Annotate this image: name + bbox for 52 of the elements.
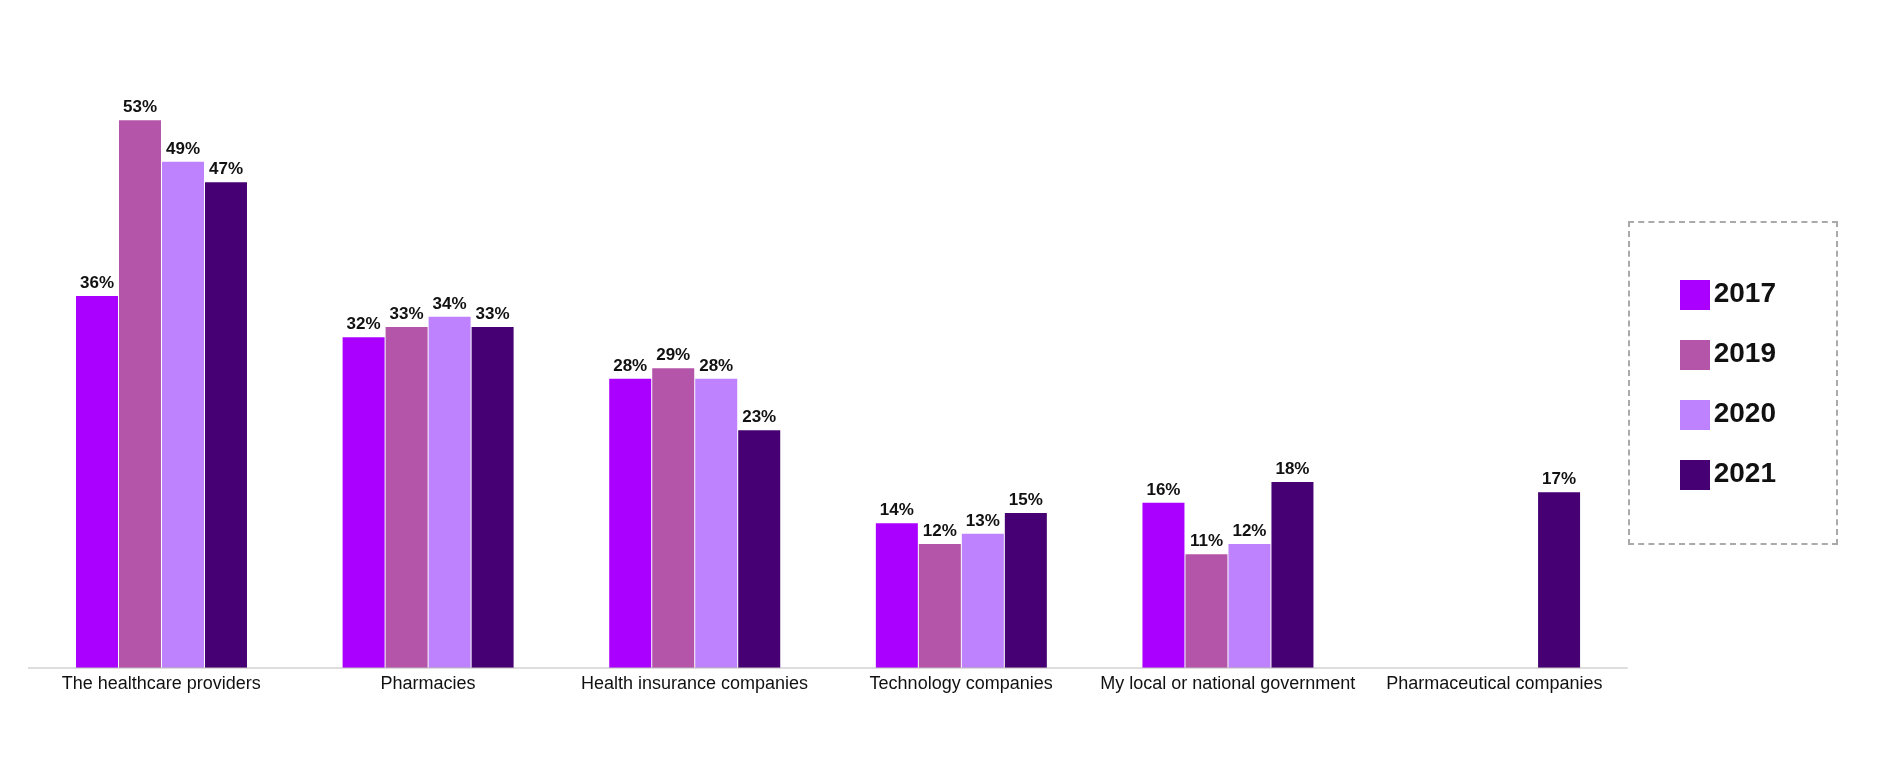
x-tick-label: Pharmaceutical companies bbox=[1386, 672, 1603, 693]
data-label: 17% bbox=[1542, 469, 1577, 489]
bar bbox=[1185, 554, 1228, 668]
data-label: 36% bbox=[79, 273, 115, 292]
data-label: 29% bbox=[656, 345, 691, 365]
x-tick-label: Pharmacies bbox=[380, 672, 476, 693]
x-tick-label: My local or national government bbox=[1100, 672, 1356, 693]
bar bbox=[875, 523, 918, 668]
x-tick-label: The healthcare providers bbox=[61, 672, 261, 693]
data-label: 34% bbox=[432, 293, 467, 313]
data-label: 16% bbox=[1146, 479, 1181, 499]
bar bbox=[471, 327, 514, 668]
legend-label: 2021 bbox=[1713, 457, 1776, 488]
x-tick-label: Health insurance companies bbox=[580, 672, 809, 693]
bar bbox=[652, 368, 695, 668]
data-label: 53% bbox=[122, 97, 158, 117]
bar bbox=[75, 296, 118, 668]
data-label: 12% bbox=[922, 521, 957, 540]
bar bbox=[118, 120, 161, 668]
bar bbox=[1538, 492, 1581, 668]
bar bbox=[342, 337, 385, 668]
data-label: 28% bbox=[699, 355, 734, 375]
bar bbox=[695, 378, 738, 668]
bar bbox=[918, 544, 961, 668]
bar bbox=[961, 533, 1004, 668]
bar bbox=[1271, 482, 1314, 668]
legend-label: 2017 bbox=[1713, 277, 1776, 308]
data-label: 47% bbox=[208, 159, 244, 179]
x-tick-label: Technology companies bbox=[869, 672, 1053, 693]
bar bbox=[161, 161, 204, 668]
legend-label: 2019 bbox=[1713, 337, 1776, 368]
data-label: 32% bbox=[346, 314, 381, 334]
bar bbox=[738, 430, 781, 668]
data-label: 49% bbox=[165, 138, 201, 158]
legend-label: 2020 bbox=[1713, 397, 1776, 428]
bar bbox=[204, 182, 247, 668]
data-label: 33% bbox=[475, 304, 510, 323]
bar bbox=[1142, 502, 1185, 668]
data-label: 13% bbox=[965, 510, 1000, 530]
bar bbox=[385, 327, 428, 668]
data-label: 11% bbox=[1189, 531, 1224, 551]
data-label: 28% bbox=[613, 355, 648, 375]
bar bbox=[1004, 513, 1047, 668]
data-label: 18% bbox=[1275, 459, 1310, 478]
bar bbox=[1228, 544, 1271, 668]
data-label: 14% bbox=[879, 500, 914, 520]
bar bbox=[609, 378, 652, 668]
data-label: 33% bbox=[389, 304, 424, 323]
bar bbox=[428, 316, 471, 668]
data-label: 23% bbox=[742, 407, 777, 427]
data-label: 12% bbox=[1232, 521, 1267, 540]
data-label: 15% bbox=[1008, 490, 1043, 509]
